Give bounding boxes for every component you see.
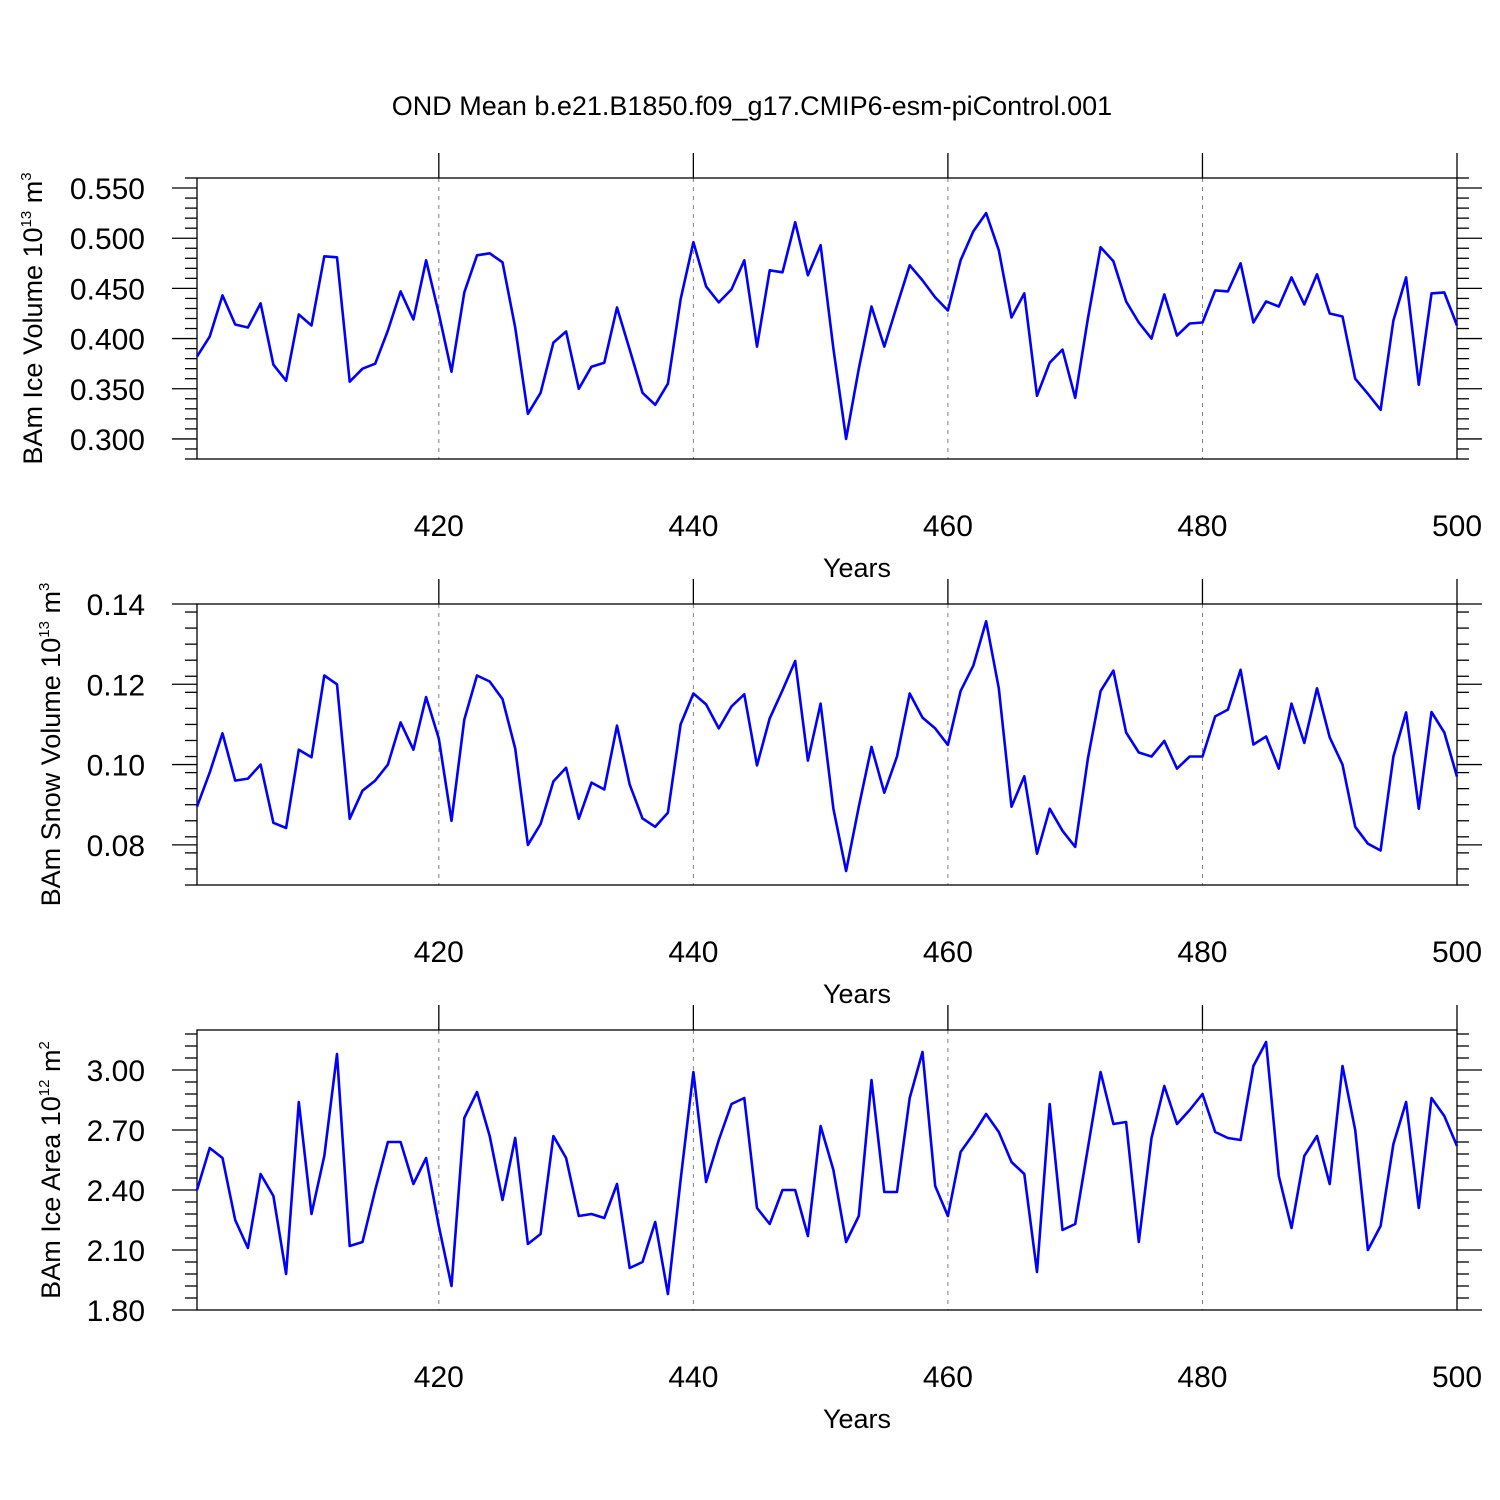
x-tick-label: 440 [668, 936, 718, 969]
y-tick-label: 0.300 [70, 424, 145, 457]
series-line [195, 211, 1459, 441]
y-tick-label: 2.10 [87, 1235, 145, 1268]
plot-frame [196, 603, 1458, 886]
x-tick-label: 480 [1177, 1361, 1227, 1394]
x-tick-label: 460 [923, 1361, 973, 1394]
y-tick-label: 0.08 [87, 830, 145, 863]
x-tick-label: 460 [923, 510, 973, 543]
y-tick-label: 0.400 [70, 324, 145, 357]
y-tick-label: 0.550 [70, 173, 145, 206]
y-tick-label: 2.40 [87, 1175, 145, 1208]
x-tick-label: 500 [1432, 1361, 1482, 1394]
panel-2: 0.08 0.10 0.12 0.14 420 440 460 480 500 Years BAm … [36, 579, 1482, 1009]
x-axis-label: Years [823, 1404, 891, 1434]
panels: 0.300 0.350 0.400 0.450 0.500 0.550 420 440 460 4… [18, 153, 1482, 1434]
y-axis-label: BAm Ice Area 1012 m2 [36, 1041, 66, 1299]
x-tick-label: 500 [1432, 936, 1482, 969]
series-line [195, 1040, 1459, 1296]
x-axis-label: Years [823, 979, 891, 1009]
y-tick-label: 3.00 [87, 1055, 145, 1088]
x-tick-label: 420 [414, 936, 464, 969]
y-tick-label: 0.12 [87, 669, 145, 702]
x-tick-label: 440 [668, 510, 718, 543]
y-tick-label: 0.350 [70, 374, 145, 407]
x-tick-label: 420 [414, 510, 464, 543]
y-tick-label: 1.80 [87, 1295, 145, 1328]
plot-frame [196, 177, 1458, 460]
y-tick-label: 0.450 [70, 273, 145, 306]
y-axis-label: BAm Snow Volume 1013 m3 [36, 583, 66, 907]
plot-frame [196, 1029, 1458, 1311]
y-tick-label: 0.500 [70, 223, 145, 256]
panel-3: 1.80 2.10 2.40 2.70 3.00 420 440 460 480 500 Years… [36, 1005, 1482, 1434]
y-tick-label: 2.70 [87, 1115, 145, 1148]
x-tick-label: 460 [923, 936, 973, 969]
x-axis-label: Years [823, 553, 891, 583]
y-tick-label: 0.10 [87, 750, 145, 783]
x-tick-label: 480 [1177, 936, 1227, 969]
y-axis-label: BAm Ice Volume 1013 m3 [18, 172, 48, 464]
x-tick-label: 480 [1177, 510, 1227, 543]
x-tick-label: 420 [414, 1361, 464, 1394]
series-line [195, 619, 1459, 873]
y-tick-label: 0.14 [87, 589, 145, 622]
x-tick-label: 440 [668, 1361, 718, 1394]
chart-title: OND Mean b.e21.B1850.f09_g17.CMIP6-esm-p… [392, 91, 1112, 121]
x-tick-label: 500 [1432, 510, 1482, 543]
panel-1: 0.300 0.350 0.400 0.450 0.500 0.550 420 440 460 4… [18, 153, 1482, 583]
